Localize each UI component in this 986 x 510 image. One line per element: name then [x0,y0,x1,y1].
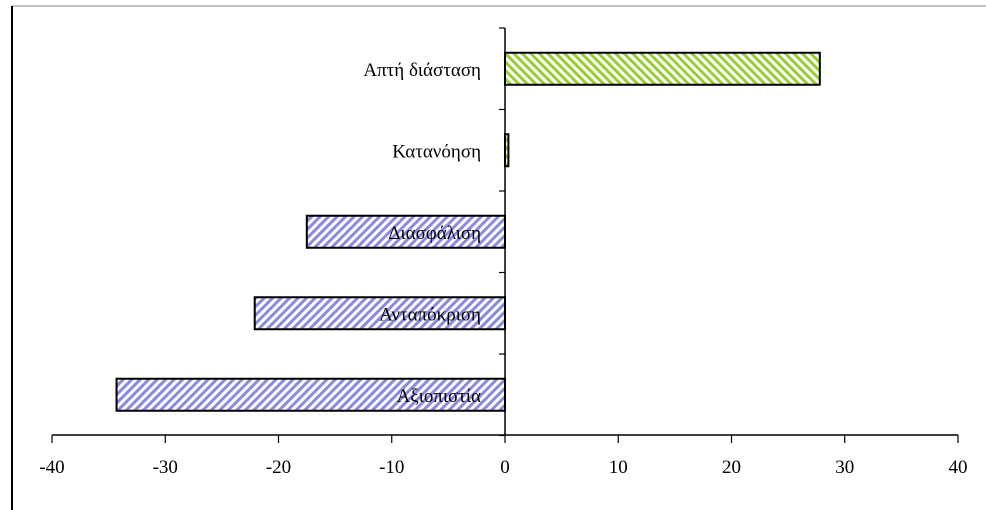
category-label: Κατανόηση [392,141,481,162]
bars-layer: Απτή διάσταση Κατανόηση Διασφάλιση Ανταπόκρ… [115,51,821,412]
x-tick-label: 0 [500,457,510,478]
x-tick-label: 20 [722,457,741,478]
x-tick-label: -40 [39,457,64,478]
x-tick-label: 10 [609,457,628,478]
bar [115,377,507,412]
bar [305,214,506,249]
category-label: Διασφάλιση [388,223,481,244]
x-tick-label: 40 [949,457,968,478]
category-label: Απτή διάσταση [363,60,481,81]
bar [504,51,821,86]
x-tick-label: -30 [153,457,178,478]
category-label: Αξιοπιστία [397,386,481,407]
bar [253,296,506,331]
axis-layer: -40 -30 -20 -10 0 10 20 30 40 [39,27,968,478]
x-tick-label: -10 [379,457,404,478]
x-tick-label: 30 [835,457,854,478]
category-label: Ανταπόκριση [379,304,481,325]
x-tick-label: -20 [266,457,291,478]
